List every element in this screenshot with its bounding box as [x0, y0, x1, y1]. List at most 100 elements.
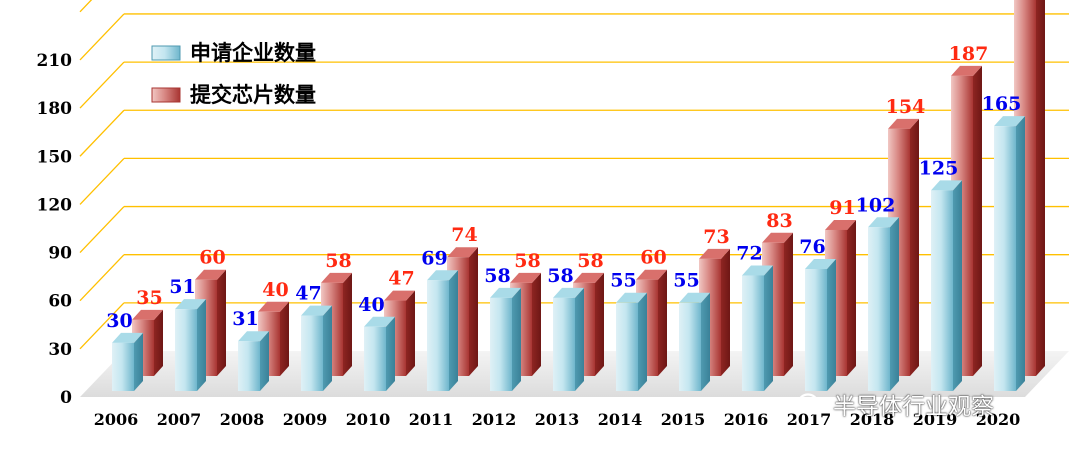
- data-label-series-1: 55: [673, 270, 699, 292]
- wechat-icon: [797, 392, 825, 416]
- x-tick-label: 2017: [787, 410, 832, 429]
- bar-top: [112, 332, 143, 343]
- bar-top: [447, 247, 478, 258]
- bar-top: [510, 272, 541, 283]
- data-label-series-2: 58: [577, 250, 603, 272]
- grid-line-diagonal: [79, 254, 125, 302]
- bar-side: [406, 290, 415, 376]
- data-label-series-1: 31: [232, 308, 258, 330]
- x-tick-label: 2012: [472, 410, 517, 429]
- x-tick-label: 2008: [220, 410, 265, 429]
- bar-series-1: [994, 126, 1016, 392]
- bar-series-1: [175, 309, 197, 391]
- x-tick-label: 2009: [283, 410, 328, 429]
- bar-series-1: [553, 297, 575, 391]
- data-label-series-2: 74: [451, 224, 477, 246]
- bar-top: [301, 305, 332, 316]
- bar-series-1: [931, 190, 953, 391]
- legend-label: 申请企业数量: [190, 40, 316, 65]
- data-label-series-1: 72: [736, 242, 762, 264]
- bar-side: [217, 269, 226, 376]
- x-tick-label: 2011: [409, 410, 454, 429]
- x-tick-label: 2015: [661, 410, 706, 429]
- bar-side: [469, 247, 478, 376]
- bar-side: [1036, 0, 1045, 376]
- data-label-series-2: 58: [514, 250, 540, 272]
- bar-top: [868, 217, 899, 228]
- bar-top: [490, 287, 521, 298]
- grid-line-diagonal: [79, 302, 125, 350]
- bar-top: [175, 299, 206, 310]
- x-tick-label: 2010: [346, 410, 391, 429]
- bar-top: [364, 316, 395, 327]
- data-label-series-1: 55: [610, 270, 636, 292]
- bar-top: [258, 301, 289, 312]
- data-label-series-2: 83: [766, 210, 792, 232]
- bar-top: [553, 287, 584, 298]
- bar-side: [827, 259, 836, 391]
- data-label-series-2: 73: [703, 226, 729, 248]
- bar-top: [321, 272, 352, 283]
- bar-top: [805, 259, 836, 270]
- data-label-series-1: 165: [982, 93, 1022, 115]
- grid-line-diagonal: [79, 206, 125, 253]
- x-tick-label: 2016: [724, 410, 769, 429]
- data-label-series-2: 154: [886, 96, 926, 118]
- x-tick-label: 2018: [850, 410, 895, 429]
- bar-side: [638, 292, 647, 391]
- bar-side: [701, 292, 710, 391]
- bar-top: [384, 290, 415, 301]
- bar-top: [616, 292, 647, 303]
- x-tick-label: 2006: [94, 410, 139, 429]
- bar-top: [951, 65, 982, 76]
- bar-side: [764, 265, 773, 391]
- x-tick-label: 2013: [535, 410, 580, 429]
- bar-side: [721, 248, 730, 376]
- bar-top: [762, 232, 793, 243]
- bar-top: [195, 269, 226, 280]
- bar-top: [132, 309, 163, 320]
- bar-series-1: [427, 280, 449, 391]
- data-label-series-1: 51: [169, 276, 195, 298]
- x-tick-label: 2020: [976, 410, 1021, 429]
- grid-line-diagonal: [79, 61, 125, 109]
- bar-side: [260, 331, 269, 391]
- bar-series-1: [805, 269, 827, 391]
- legend-swatch: [151, 87, 181, 103]
- y-tick-label: 150: [37, 147, 73, 167]
- bar-top: [679, 292, 710, 303]
- legend-label: 提交芯片数量: [190, 82, 316, 107]
- bar-series-1: [679, 302, 701, 391]
- grid-line-diagonal: [79, 13, 125, 61]
- watermark-text: 半导体行业观察: [833, 394, 994, 420]
- data-label-series-1: 58: [547, 265, 573, 287]
- bar-series-1: [112, 342, 134, 391]
- y-tick-label: 180: [37, 99, 73, 119]
- data-label-series-1: 69: [421, 247, 447, 269]
- grid-line-diagonal: [79, 0, 93, 13]
- data-label-series-1: 76: [799, 236, 825, 258]
- y-tick-label: 90: [48, 244, 72, 264]
- bar-top: [994, 116, 1025, 127]
- data-label-series-1: 40: [358, 294, 384, 316]
- x-tick-label: 2007: [157, 410, 202, 429]
- data-label-series-2: 35: [136, 287, 162, 309]
- bar-side: [134, 332, 143, 391]
- data-label-series-1: 102: [856, 194, 896, 216]
- data-label-series-1: 47: [295, 283, 321, 305]
- data-label-series-2: 187: [949, 43, 989, 65]
- data-label-series-2: 47: [388, 268, 414, 290]
- bar-side: [910, 118, 919, 376]
- bar-series-1: [490, 297, 512, 391]
- y-tick-label: 120: [37, 195, 73, 215]
- data-label-series-1: 125: [919, 157, 959, 179]
- bar-side: [323, 305, 332, 391]
- bar-side: [1016, 116, 1025, 392]
- bar-top: [427, 270, 458, 281]
- bar-top: [931, 180, 962, 191]
- bar-top: [888, 118, 919, 129]
- bar-series-1: [364, 326, 386, 391]
- data-label-series-2: 40: [262, 279, 288, 301]
